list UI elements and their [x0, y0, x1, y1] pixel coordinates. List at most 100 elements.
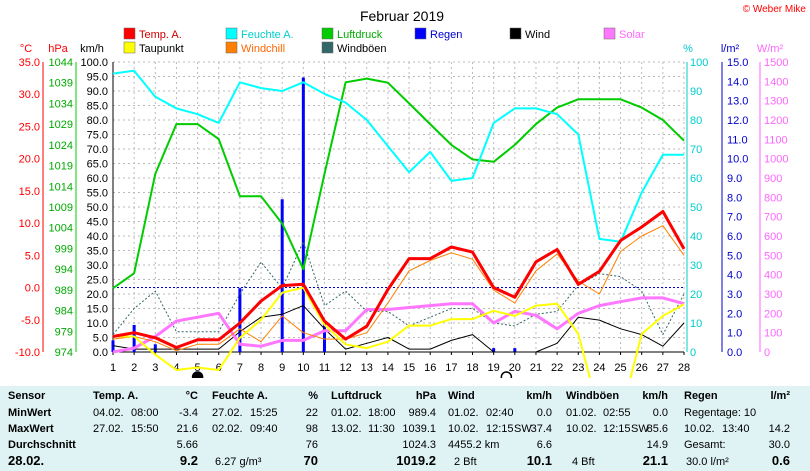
min-feuchte-date: 27.02. [212, 407, 243, 419]
pressure-tick-label: 1044 [49, 57, 73, 69]
header-feuchte: Feuchte A. [212, 390, 268, 402]
pressure-tick-label: 1029 [49, 119, 73, 131]
rain-tick-label: 11.0 [727, 134, 748, 146]
wind-tick-label: 55.0 [87, 188, 108, 200]
rain-bar [111, 340, 115, 352]
pressure-tick-label: 1034 [49, 98, 73, 110]
wind-tick-label: 30.0 [87, 260, 108, 272]
avg-regen-value: 30.0 [768, 439, 790, 451]
row-avg-label: Durchschnitt [8, 439, 76, 451]
min-boeen-date: 01.02. [566, 407, 597, 419]
max-boeen-date: 10.02. [566, 423, 597, 435]
header-regen: Regen [684, 390, 718, 402]
header-windboeen-unit: km/h [642, 390, 668, 402]
rain-bar [132, 324, 136, 352]
humidity-tick-label: 40 [690, 231, 702, 243]
header-feuchte-unit: % [308, 390, 318, 402]
wind-tick-label: 50.0 [87, 202, 108, 214]
pressure-tick-label: 984 [55, 306, 73, 318]
solar-tick-label: 600 [764, 231, 782, 243]
pressure-tick-label: 1014 [49, 181, 73, 193]
current-wind-bft: 2 Bft [454, 456, 477, 468]
legend-label: Feuchte A. [241, 29, 294, 41]
humidity-tick-label: 60 [690, 173, 702, 185]
full-moon-icon [500, 371, 513, 378]
x-tick-label: 16 [424, 362, 436, 374]
wind-tick-label: 45.0 [87, 217, 108, 229]
x-tick-label: 4 [173, 362, 179, 374]
legend-label: Temp. A. [139, 29, 182, 41]
x-tick-label: 27 [657, 362, 669, 374]
solar-tick-label: 700 [764, 212, 782, 224]
rain-tick-label: 0.0 [727, 347, 742, 359]
max-wind-time: 12:15 [486, 423, 514, 435]
rain-bar [280, 199, 284, 352]
current-feuchte-absolute: 6.27 g/m³ [215, 456, 262, 468]
solar-tick-label: 500 [764, 250, 782, 262]
wind-tick-label: 15.0 [87, 304, 108, 316]
temp-tick-label: 25.0 [19, 121, 40, 133]
solar-tick-label: 1400 [764, 76, 788, 88]
chart-title: Februar 2019 [360, 8, 444, 24]
solar-tick-label: 1200 [764, 115, 788, 127]
legend-swatch [321, 27, 334, 40]
rain-bar [238, 288, 242, 352]
min-druck-date: 01.02. [331, 407, 362, 419]
rain-tick-label: 2.0 [727, 308, 742, 320]
rain-tick-label: 8.0 [727, 192, 742, 204]
legend-swatch [123, 41, 136, 54]
avg-druck-value: 1024.3 [402, 439, 436, 451]
x-tick-label: 20 [509, 362, 521, 374]
series-windchill-line [112, 225, 685, 352]
max-boeen-direction: SW [631, 423, 649, 435]
max-regen-date: 10.02. [684, 423, 715, 435]
series-luftdruck-line [112, 77, 685, 290]
legend-label: Windböen [337, 43, 387, 55]
solar-tick-label: 300 [764, 289, 782, 301]
x-tick-label: 9 [279, 362, 285, 374]
current-regen-total: 30.0 l/m² [686, 456, 729, 468]
current-regen-value: 0.6 [771, 453, 790, 468]
copyright-label: © Weber Mike [743, 4, 807, 15]
humidity-tick-label: 0 [690, 347, 696, 359]
solar-tick-label: 1100 [764, 134, 788, 146]
x-tick-label: 26 [636, 362, 648, 374]
solar-tick-label: 1000 [764, 154, 788, 166]
pressure-tick-label: 989 [55, 285, 73, 297]
x-tick-label: 24 [593, 362, 605, 374]
x-tick-label: 14 [382, 362, 394, 374]
rain-tick-label: 6.0 [727, 231, 742, 243]
series-taupunkt-line [113, 286, 685, 378]
x-tick-label: 11 [319, 362, 330, 374]
series-wind-line [112, 305, 685, 353]
x-tick-label: 15 [403, 362, 415, 374]
x-tick-label: 8 [258, 362, 264, 374]
rain-bar [492, 348, 496, 352]
avg-wind-value: 6.6 [536, 439, 552, 451]
x-tick-label: 1 [110, 362, 116, 374]
rain-unit-label: l/m² [721, 43, 740, 55]
current-druck-value: 1019.2 [396, 453, 436, 468]
rain-tick-label: 1.0 [727, 328, 742, 340]
rain-tick-label: 9.0 [727, 173, 742, 185]
rain-tick-label: 13.0 [727, 96, 748, 108]
wind-unit-label: km/h [80, 43, 104, 55]
pressure-tick-label: 994 [55, 264, 73, 276]
wind-tick-label: 20.0 [87, 289, 108, 301]
avg-wind-distance: 4455.2 km [448, 439, 500, 451]
wind-tick-label: 100.0 [80, 57, 108, 69]
x-tick-label: 2 [131, 362, 137, 374]
max-druck-time: 11:30 [368, 423, 395, 435]
legend-label: Regen [430, 29, 462, 41]
x-tick-label: 10 [297, 362, 309, 374]
x-tick-label: 18 [466, 362, 478, 374]
x-tick-label: 7 [237, 362, 243, 374]
header-temp: Temp. A. [93, 390, 139, 402]
avg-regen-label: Gesamt: [684, 439, 726, 451]
current-temp-value: 9.2 [179, 453, 198, 468]
plot-area: 35.030.025.020.015.010.05.00.0-5.0-10.01… [15, 57, 788, 378]
x-tick-label: 6 [216, 362, 222, 374]
temp-tick-label: 10.0 [19, 218, 40, 230]
header-luftdruck: Luftdruck [331, 390, 382, 402]
max-feuchte-value: 98 [305, 423, 318, 435]
